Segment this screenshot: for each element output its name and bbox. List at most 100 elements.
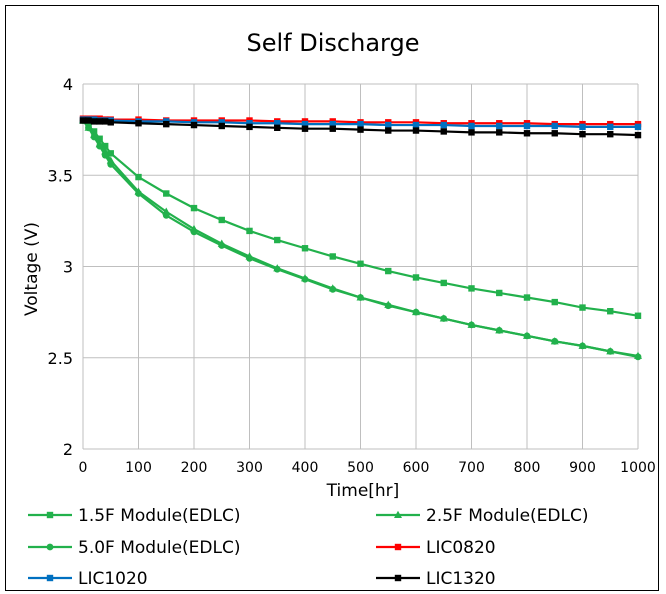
series-lic1320-point — [102, 118, 109, 125]
x-tick-label: 1000 — [620, 460, 656, 476]
series-lic1020-point — [634, 123, 642, 131]
series-lic1020-point — [412, 121, 420, 129]
series-5-0f-module-edlc-point — [551, 337, 559, 345]
series-layer — [79, 115, 642, 361]
series-5-0f-module-edlc-point — [107, 160, 115, 168]
series-1-5f-module-edlc-point — [246, 227, 253, 235]
series-lic1320-point — [523, 130, 531, 137]
series-5-0f-module-edlc-point — [440, 315, 448, 322]
x-tick-labels: 0 100 200 300 400 500 600 700 800 900 1000 — [79, 460, 656, 476]
legend-item-2-5f-module-edlc: 2.5F Module(EDLC) — [376, 506, 588, 526]
chart-svg: Self Discharge 2 2.5 3 3.5 4 0 100 200 300 400 50… — [22, 29, 656, 589]
legend-swatch-marker — [46, 511, 54, 519]
series-lic1020-point — [357, 120, 364, 128]
series-lic1020-point — [329, 120, 336, 128]
series-5-0f-module-edlc-point — [273, 265, 281, 273]
series-5-0f-module-edlc-point — [523, 332, 531, 340]
series-lic1320-point — [107, 119, 114, 126]
series-1-5f-module-edlc-point — [163, 190, 170, 197]
series-1-5f-module-edlc-point — [301, 245, 309, 252]
series-lic1320-point — [274, 124, 281, 131]
series-lic1020-point — [274, 120, 281, 127]
series-5-0f-module-edlc-point — [579, 342, 586, 350]
series-1-5f-module-edlc-point — [634, 312, 642, 319]
series-lic1320-point — [579, 130, 586, 138]
y-tick-label: 4 — [63, 75, 73, 94]
series-1-5f-module-edlc-point — [102, 142, 109, 150]
series-lic1320-point — [634, 131, 642, 139]
legend-label: 1.5F Module(EDLC) — [78, 506, 240, 526]
series-1-5f-module-edlc-point — [329, 253, 336, 260]
y-tick-label: 2.5 — [48, 349, 73, 368]
series-1-5f-module-edlc-point — [190, 204, 198, 212]
y-tick-label: 3 — [63, 258, 73, 277]
chart-title: Self Discharge — [247, 29, 420, 57]
series-5-0f-module-edlc-point — [190, 228, 198, 236]
legend-item-1-5f-module-edlc: 1.5F Module(EDLC) — [28, 506, 240, 526]
series-5-0f-module-edlc-point — [90, 133, 98, 141]
x-tick-label: 200 — [181, 460, 208, 476]
series-lic1320-point — [90, 118, 98, 125]
x-tick-label: 300 — [236, 460, 263, 476]
series-1-5f-module-edlc-point — [523, 294, 531, 301]
series-lic1320-point — [468, 129, 475, 136]
series-lic1320-point — [551, 130, 558, 137]
series-1-5f-module-edlc-point — [468, 285, 475, 292]
legend-swatch-marker — [394, 574, 402, 582]
x-tick-label: 900 — [569, 460, 596, 476]
series-1-5f-module-edlc-point — [274, 236, 281, 244]
series-5-0f-module-edlc-point — [634, 353, 642, 361]
series-5-0f-module-edlc-point — [218, 242, 226, 249]
series-lic1320-point — [357, 126, 364, 133]
series-5-0f-module-edlc-point — [412, 308, 420, 316]
series-lic1320-point — [496, 129, 503, 136]
series-5-0f-module-edlc-point — [246, 254, 253, 262]
series-lic1320-point — [190, 121, 198, 129]
x-tick-label: 700 — [458, 460, 485, 476]
series-lic1320-point — [135, 120, 142, 127]
series-lic1320-point — [246, 123, 253, 131]
x-tick-label: 100 — [125, 460, 152, 476]
series-1-5f-module-edlc-point — [579, 304, 586, 311]
legend-label: LIC0820 — [426, 538, 496, 558]
x-axis-label: Time[hr] — [326, 481, 400, 501]
series-lic1020-point — [468, 122, 475, 130]
y-tick-label: 2 — [63, 440, 73, 459]
series-lic1020-point — [385, 121, 392, 129]
series-lic1020-point — [551, 122, 558, 130]
series-lic1320-point — [385, 127, 392, 134]
series-lic1320-point — [218, 122, 225, 130]
series-lic1020-point — [301, 120, 309, 128]
series-5-0f-module-edlc-point — [357, 294, 364, 301]
series-1-5f-module-edlc-point — [412, 274, 420, 281]
series-1-5f-module-edlc-point — [607, 308, 614, 315]
series-lic1020-point — [246, 120, 253, 127]
series-5-0f-module-edlc-point — [495, 326, 503, 334]
series-1-5f-module-edlc-point — [551, 298, 558, 306]
x-tick-label: 800 — [514, 460, 541, 476]
legend-item-5-0f-module-edlc: 5.0F Module(EDLC) — [28, 538, 240, 558]
series-lic1020-point — [496, 122, 503, 130]
legend-item-lic1320: LIC1320 — [376, 569, 496, 589]
legend-label: LIC1020 — [78, 569, 148, 589]
series-5-0f-module-edlc-point — [329, 285, 337, 293]
series-lic1320-point — [301, 125, 309, 132]
legend-swatch-marker — [394, 543, 402, 551]
series-5-0f-module-edlc-point — [85, 124, 92, 132]
series-lic1320-point — [412, 127, 420, 134]
y-axis-label: Voltage (V) — [22, 222, 42, 316]
y-tick-labels: 2 2.5 3 3.5 4 — [48, 75, 73, 459]
series-lic1320-point — [96, 118, 103, 125]
series-1-5f-module-edlc-point — [135, 173, 142, 181]
series-lic1320-point — [329, 125, 336, 132]
series-lic1020-point — [218, 119, 225, 126]
legend-item-lic0820: LIC0820 — [376, 538, 496, 558]
series-1-5f-module-edlc-point — [96, 135, 103, 142]
series-1-5f-module-edlc-point — [218, 216, 225, 224]
legend-label: LIC1320 — [426, 569, 496, 589]
x-tick-label: 600 — [403, 460, 430, 476]
series-1-5f-module-edlc-point — [440, 279, 447, 287]
legend-swatch-marker — [46, 574, 54, 582]
x-tick-label: 400 — [292, 460, 319, 476]
chart-frame: Self Discharge 2 2.5 3 3.5 4 0 100 200 300 400 50… — [5, 5, 659, 591]
